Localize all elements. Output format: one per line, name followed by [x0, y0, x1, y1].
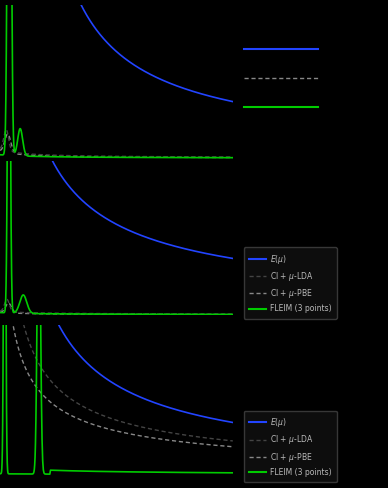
- Legend: $E(\mu)$, CI + $\mu$-LDA, CI + $\mu$-PBE, FLEIM (3 points): $E(\mu)$, CI + $\mu$-LDA, CI + $\mu$-PBE…: [244, 247, 336, 319]
- Legend: $E(\mu)$, CI + $\mu$-LDA, CI + $\mu$-PBE, FLEIM (3 points): $E(\mu)$, CI + $\mu$-LDA, CI + $\mu$-PBE…: [244, 411, 336, 482]
